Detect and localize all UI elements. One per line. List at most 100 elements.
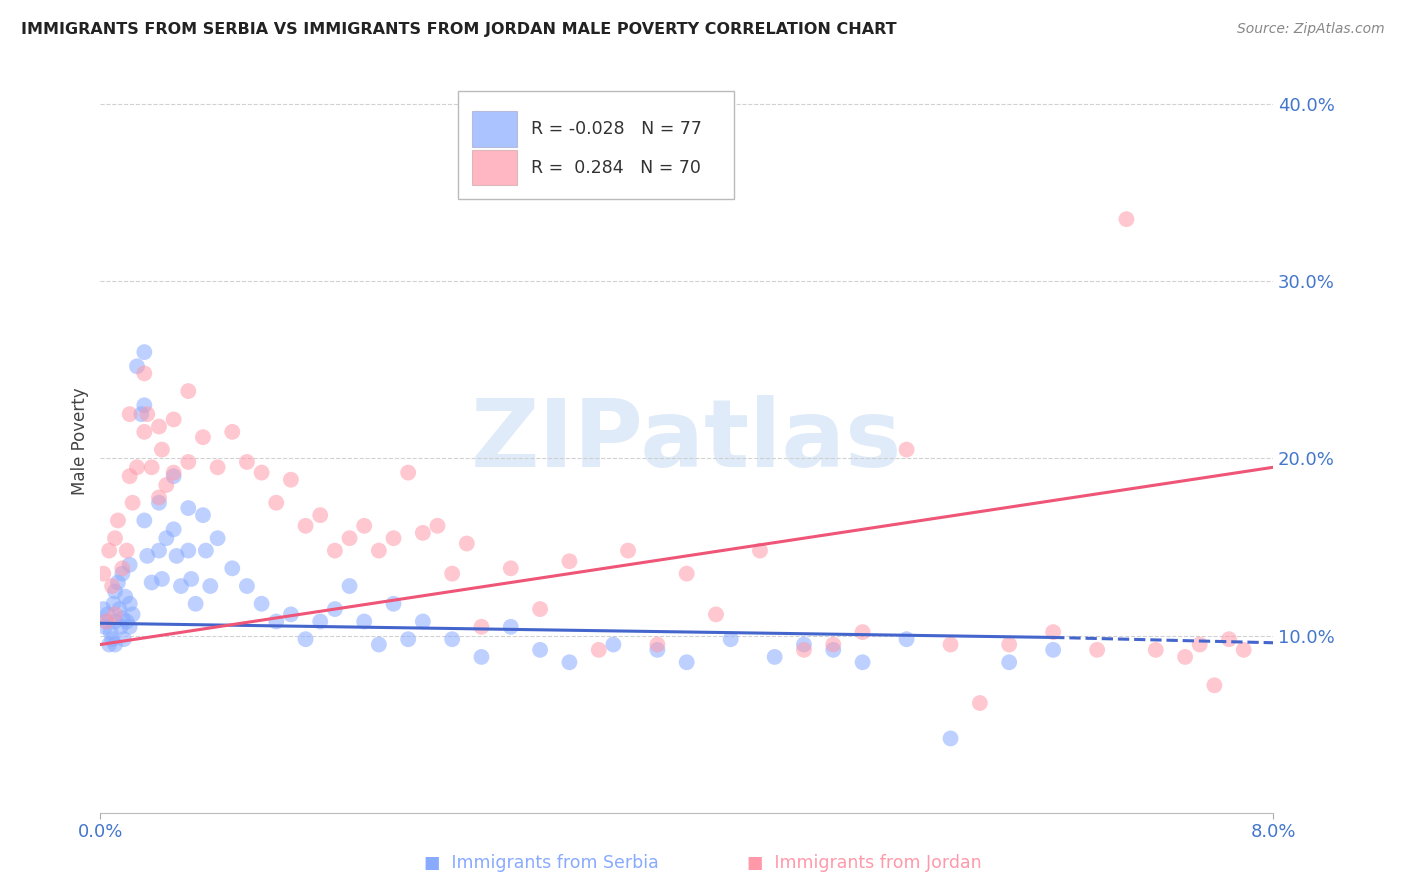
Point [749, 543, 772, 558]
Point [104, 615, 127, 629]
Point [177, 384, 200, 398]
Point [1188, 638, 1211, 652]
Point [339, 579, 361, 593]
Point [112, 632, 135, 647]
Point [200, 579, 222, 593]
Point [125, 359, 148, 374]
FancyBboxPatch shape [472, 111, 516, 146]
Point [763, 649, 786, 664]
Point [100, 625, 122, 640]
Point [163, 412, 186, 426]
Point [104, 584, 127, 599]
Point [470, 620, 492, 634]
Point [91, 602, 114, 616]
Point [163, 469, 186, 483]
Point [194, 543, 217, 558]
Point [896, 632, 918, 647]
Point [704, 607, 727, 622]
Point [111, 566, 134, 581]
Point [1085, 643, 1108, 657]
Point [1174, 649, 1197, 664]
Point [136, 549, 159, 563]
Point [382, 597, 405, 611]
Point [1042, 643, 1064, 657]
Point [309, 615, 332, 629]
Point [121, 607, 143, 622]
Point [353, 615, 375, 629]
Point [852, 625, 875, 640]
Point [98, 543, 121, 558]
Point [250, 466, 273, 480]
Point [675, 655, 697, 669]
Point [280, 473, 302, 487]
Point [118, 620, 141, 634]
Point [470, 649, 492, 664]
Point [177, 455, 200, 469]
Point [1218, 632, 1240, 647]
Point [426, 518, 449, 533]
FancyBboxPatch shape [472, 150, 516, 186]
Point [101, 632, 124, 647]
Point [1115, 212, 1137, 227]
Point [339, 531, 361, 545]
Point [104, 607, 127, 622]
Point [170, 579, 193, 593]
Point [264, 615, 287, 629]
Point [1233, 643, 1256, 657]
Point [294, 518, 316, 533]
Point [588, 643, 610, 657]
Point [323, 602, 346, 616]
Point [998, 655, 1021, 669]
Point [617, 543, 640, 558]
Point [98, 638, 121, 652]
Point [96, 615, 118, 629]
Point [104, 531, 127, 545]
Point [264, 496, 287, 510]
Point [134, 398, 156, 412]
Point [647, 638, 669, 652]
Point [323, 543, 346, 558]
Point [675, 566, 697, 581]
Point [1042, 625, 1064, 640]
Point [191, 430, 214, 444]
Point [529, 602, 551, 616]
Point [134, 513, 156, 527]
Point [118, 558, 141, 572]
Y-axis label: Male Poverty: Male Poverty [72, 387, 89, 494]
Point [136, 407, 159, 421]
Point [101, 579, 124, 593]
Point [207, 531, 229, 545]
Point [155, 531, 177, 545]
Point [111, 561, 134, 575]
Point [148, 419, 170, 434]
Point [1204, 678, 1226, 692]
Point [166, 549, 188, 563]
Point [96, 615, 118, 629]
Point [134, 425, 156, 439]
Point [121, 496, 143, 510]
Point [823, 643, 845, 657]
Point [396, 466, 419, 480]
Point [114, 590, 136, 604]
Point [184, 597, 207, 611]
Point [150, 572, 173, 586]
Point [1144, 643, 1167, 657]
Point [118, 597, 141, 611]
Point [131, 407, 153, 421]
Point [367, 543, 389, 558]
Point [221, 561, 243, 575]
Text: Source: ZipAtlas.com: Source: ZipAtlas.com [1237, 22, 1385, 37]
Point [998, 638, 1021, 652]
Point [111, 611, 134, 625]
Text: ■  Immigrants from Jordan: ■ Immigrants from Jordan [748, 855, 981, 872]
Point [441, 566, 464, 581]
Point [118, 407, 141, 421]
Point [141, 460, 163, 475]
Point [141, 575, 163, 590]
Point [939, 731, 962, 746]
Point [720, 632, 742, 647]
Point [558, 554, 581, 568]
Point [104, 638, 127, 652]
Point [499, 561, 522, 575]
Point [207, 460, 229, 475]
